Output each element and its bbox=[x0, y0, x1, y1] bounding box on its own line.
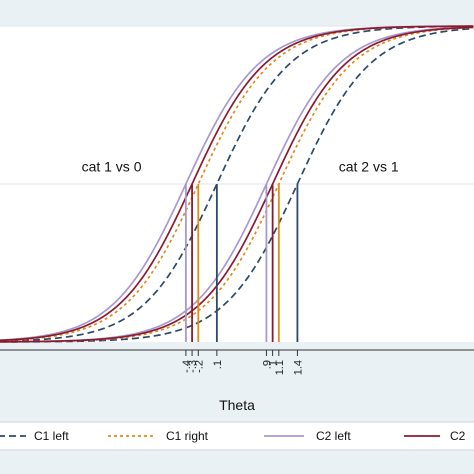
curve-series-3-cat-1 bbox=[0, 25, 474, 342]
x-axis-title: Theta bbox=[219, 397, 255, 413]
x-axis-ticks: -.4-.3-.2 .1 .911.1 1.4 bbox=[181, 350, 304, 375]
annotations: cat 1 vs 0 cat 2 vs 1 bbox=[82, 158, 399, 174]
legend-label-2: C2 left bbox=[316, 429, 351, 443]
x-tick-label-2: -.2 bbox=[193, 360, 205, 373]
threshold-lines bbox=[184, 184, 299, 342]
grid bbox=[0, 25, 474, 185]
x-tick-label-3: .1 bbox=[212, 360, 224, 369]
x-tick-label-7: 1.4 bbox=[292, 360, 304, 375]
annotation-1: cat 2 vs 1 bbox=[339, 158, 399, 174]
legend-label-3: C2 bbox=[450, 429, 466, 443]
legend-label-1: C1 right bbox=[166, 429, 209, 443]
x-tick-label-5: 1 bbox=[268, 360, 280, 366]
annotation-0: cat 1 vs 0 bbox=[82, 158, 142, 174]
x-tick-label-0: -.4 bbox=[181, 360, 193, 373]
x-tick-label-4: .9 bbox=[261, 360, 273, 369]
legend: C1 left C1 right C2 left C2 bbox=[0, 421, 474, 451]
x-tick-label-1: -.3 bbox=[187, 360, 199, 373]
curve-series-0-cat-1 bbox=[0, 25, 474, 343]
x-tick-label-6: 1.1 bbox=[274, 360, 286, 375]
legend-label-0: C1 left bbox=[34, 429, 69, 443]
curve-series-3-cat-2 bbox=[0, 26, 474, 343]
curves bbox=[0, 25, 474, 343]
legend-box bbox=[0, 421, 474, 451]
